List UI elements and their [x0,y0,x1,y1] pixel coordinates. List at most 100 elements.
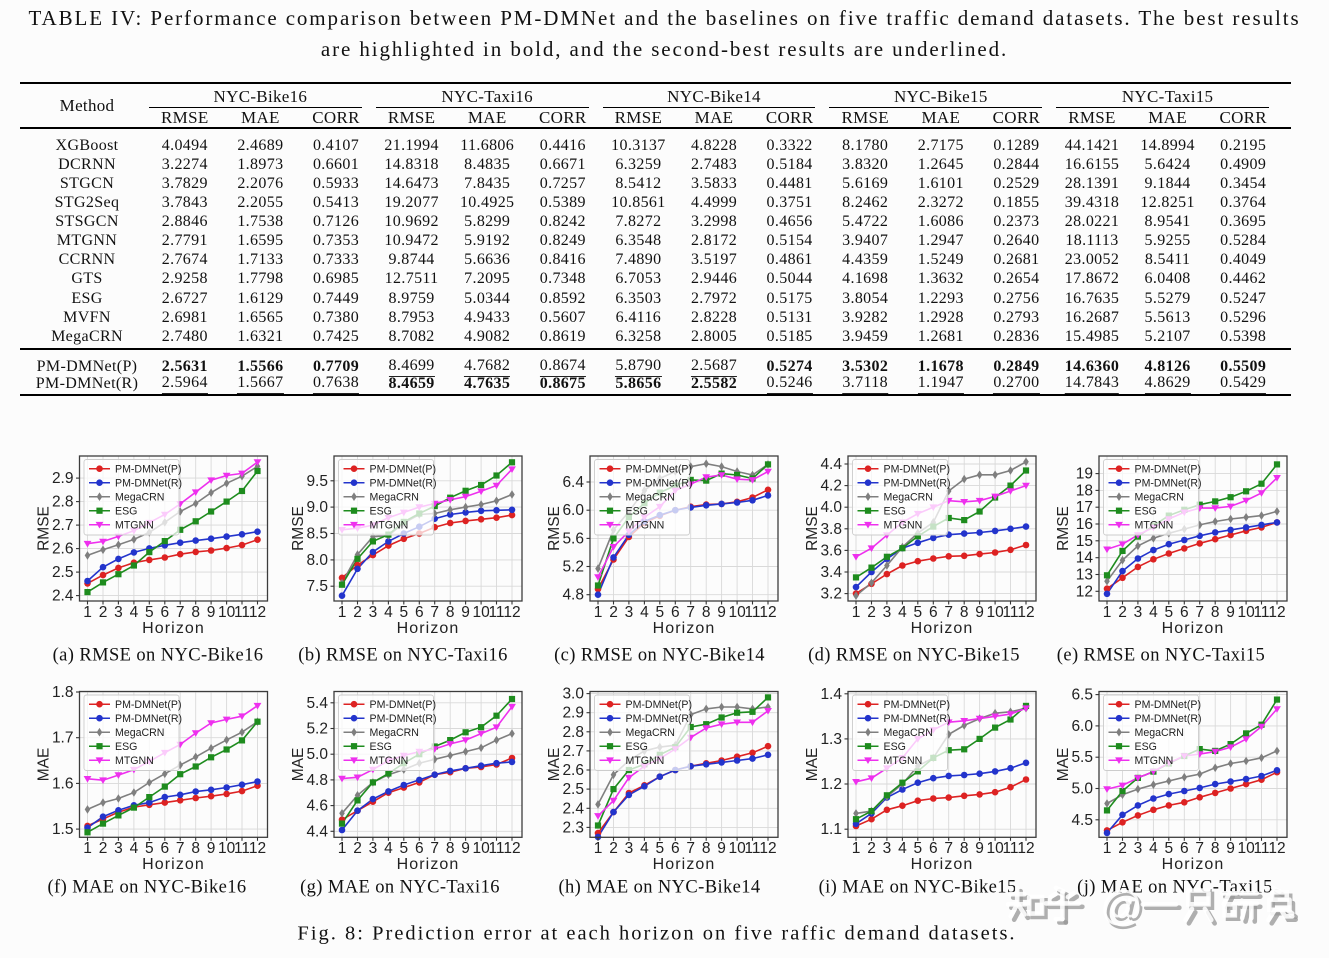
svg-text:2.6: 2.6 [562,762,584,779]
svg-text:8: 8 [446,604,455,621]
svg-text:10: 10 [1237,604,1255,621]
svg-text:2.4: 2.4 [52,588,74,605]
svg-text:2.8: 2.8 [52,494,74,511]
svg-text:ESG: ESG [370,741,392,753]
svg-text:13: 13 [1076,567,1093,584]
svg-text:5: 5 [145,604,154,621]
svg-text:ESG: ESG [626,505,648,517]
svg-text:6: 6 [160,604,169,621]
svg-text:3: 3 [625,604,634,621]
svg-text:4: 4 [384,604,393,621]
svg-text:2: 2 [1118,604,1127,621]
svg-text:2: 2 [99,604,108,621]
svg-text:MTGNN: MTGNN [1135,519,1174,531]
svg-text:10: 10 [472,840,490,857]
svg-text:8: 8 [191,604,200,621]
svg-text:4.2: 4.2 [820,478,842,495]
svg-text:8: 8 [191,840,200,857]
svg-text:12: 12 [1017,840,1034,857]
svg-text:2: 2 [1118,840,1127,857]
svg-text:4.4: 4.4 [306,823,328,840]
svg-text:3: 3 [369,604,378,621]
svg-text:MAE: MAE [36,748,53,782]
svg-text:7: 7 [1195,840,1204,857]
svg-text:PM-DMNet(P): PM-DMNet(P) [1135,463,1202,475]
svg-text:ESG: ESG [1135,741,1157,753]
svg-text:PM-DMNet(P): PM-DMNet(P) [884,463,951,475]
svg-text:6.0: 6.0 [562,502,584,519]
svg-text:1.3: 1.3 [820,731,842,748]
svg-text:5.4: 5.4 [306,695,328,712]
svg-text:4.0: 4.0 [820,499,842,516]
svg-text:PM-DMNet(P): PM-DMNet(P) [1135,699,1202,711]
svg-text:4.8: 4.8 [306,772,328,789]
svg-text:MegaCRN: MegaCRN [626,727,675,739]
svg-text:1: 1 [338,604,347,621]
svg-text:3: 3 [114,604,123,621]
svg-text:3: 3 [883,604,892,621]
svg-text:1: 1 [594,604,603,621]
svg-text:5: 5 [1164,604,1173,621]
svg-text:6.4: 6.4 [562,474,584,491]
svg-text:2.3: 2.3 [562,819,584,836]
svg-text:PM-DMNet(R): PM-DMNet(R) [115,477,182,489]
svg-text:1: 1 [852,604,861,621]
svg-text:4.6: 4.6 [306,798,328,815]
svg-text:2: 2 [99,840,108,857]
svg-text:3: 3 [625,840,634,857]
svg-text:PM-DMNet(P): PM-DMNet(P) [626,699,693,711]
svg-text:PM-DMNet(R): PM-DMNet(R) [1135,713,1202,725]
svg-text:8: 8 [1211,604,1220,621]
svg-text:MAE: MAE [546,748,563,782]
svg-text:5.0: 5.0 [1071,781,1093,798]
svg-text:1.6: 1.6 [52,775,74,792]
svg-text:1: 1 [83,840,92,857]
svg-text:5: 5 [1164,840,1173,857]
svg-text:3: 3 [883,840,892,857]
svg-text:4.4: 4.4 [820,456,842,473]
svg-text:8: 8 [1211,840,1220,857]
svg-text:Horizon: Horizon [653,856,716,873]
svg-text:MegaCRN: MegaCRN [115,727,164,739]
svg-text:Horizon: Horizon [1162,620,1225,637]
svg-text:9: 9 [1226,604,1235,621]
svg-text:11: 11 [1253,604,1269,621]
svg-text:6.5: 6.5 [1071,687,1093,704]
svg-text:2.8: 2.8 [562,724,584,741]
svg-text:PM-DMNet(R): PM-DMNet(R) [884,713,951,725]
svg-text:11: 11 [234,604,250,621]
svg-text:ESG: ESG [370,505,392,517]
svg-text:7: 7 [176,604,185,621]
svg-text:6: 6 [415,604,424,621]
svg-text:10: 10 [986,604,1004,621]
svg-text:ESG: ESG [115,741,137,753]
svg-text:Horizon: Horizon [911,620,974,637]
svg-text:6: 6 [929,604,938,621]
svg-text:9.0: 9.0 [306,499,328,516]
svg-text:12: 12 [1076,583,1093,600]
svg-text:3.4: 3.4 [820,564,842,581]
svg-text:2.5: 2.5 [562,781,584,798]
svg-text:PM-DMNet(P): PM-DMNet(P) [115,699,182,711]
svg-text:7: 7 [686,840,695,857]
svg-text:9: 9 [975,840,984,857]
svg-text:6: 6 [671,604,680,621]
svg-text:5: 5 [655,604,664,621]
svg-text:2.7: 2.7 [52,517,74,534]
svg-text:PM-DMNet(P): PM-DMNet(P) [370,463,437,475]
svg-text:ESG: ESG [884,741,906,753]
svg-text:4: 4 [1149,604,1158,621]
svg-text:1: 1 [83,604,92,621]
svg-text:9: 9 [1226,840,1235,857]
svg-text:4: 4 [384,840,393,857]
svg-text:2: 2 [609,604,618,621]
svg-text:4: 4 [898,604,907,621]
svg-text:5.2: 5.2 [562,559,584,576]
svg-text:9: 9 [207,840,216,857]
svg-text:9: 9 [207,604,216,621]
svg-text:4: 4 [130,604,139,621]
svg-text:7: 7 [430,840,439,857]
svg-text:4: 4 [640,840,649,857]
svg-text:12: 12 [503,840,520,857]
svg-text:3.8: 3.8 [820,521,842,538]
